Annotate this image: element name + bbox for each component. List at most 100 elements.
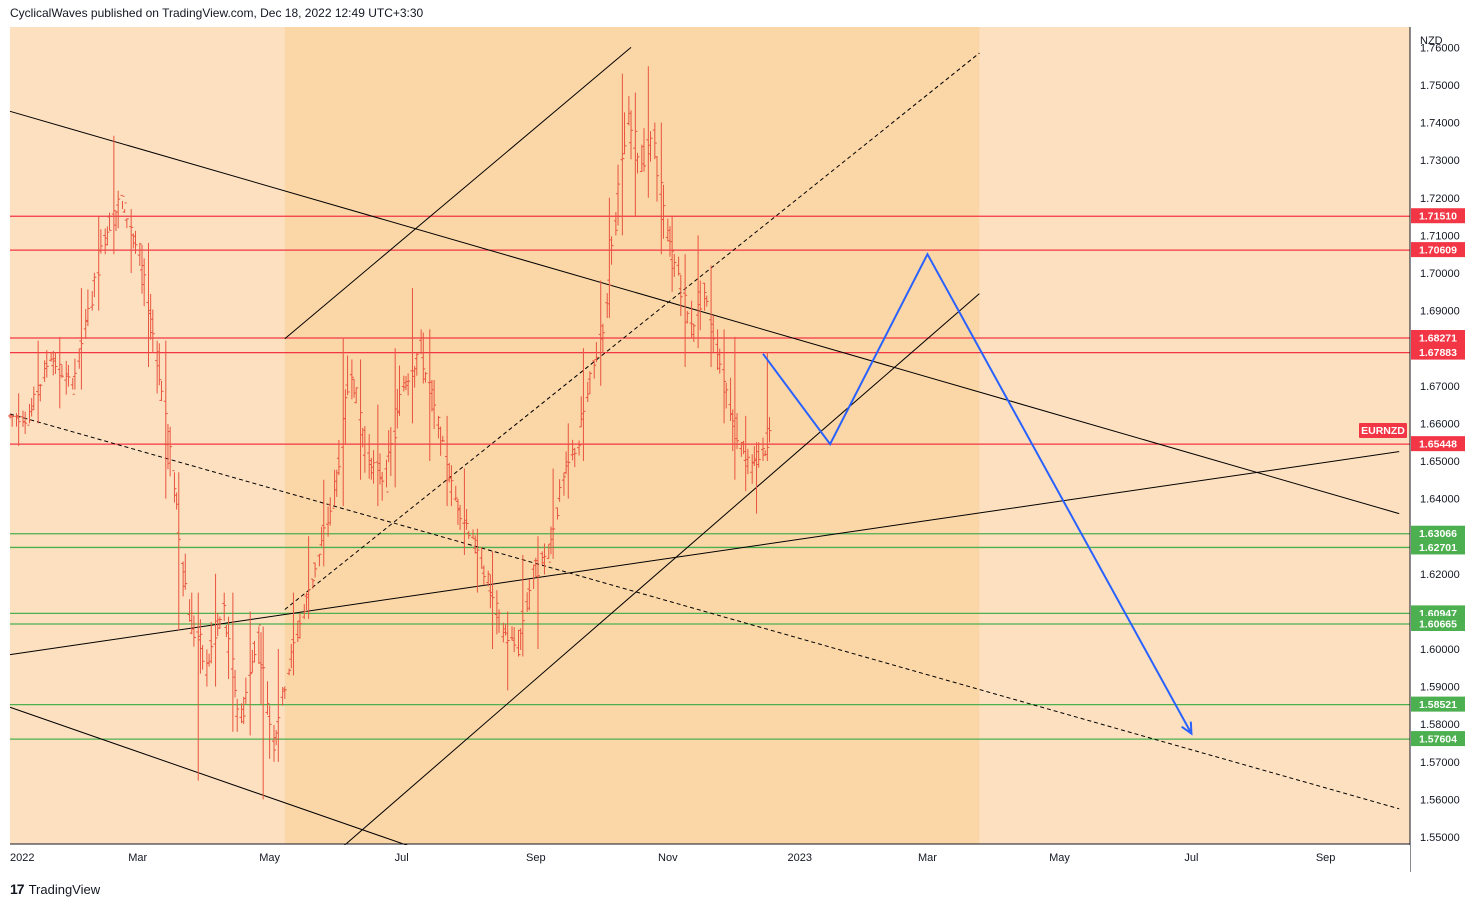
price-bar (271, 724, 276, 762)
price-bar (157, 343, 162, 386)
price-bar (453, 485, 458, 501)
x-tick-label: Jul (395, 852, 409, 864)
x-tick-label: Mar (128, 852, 147, 864)
price-bar (310, 578, 315, 589)
price-bar (23, 411, 28, 434)
currency-label: NZD (1420, 35, 1443, 47)
x-tick-label: 2022 (10, 852, 34, 864)
tradingview-footer[interactable]: 17 TradingView (10, 881, 100, 897)
price-bar (494, 590, 499, 635)
y-tick-label: 1.70000 (1420, 268, 1460, 280)
price-bar (616, 164, 621, 226)
price-bar (349, 359, 354, 400)
price-bar (414, 351, 419, 376)
y-tick-label: 1.65000 (1420, 456, 1460, 468)
price-bar (520, 555, 525, 657)
price-bar (436, 415, 441, 439)
price-bar (92, 272, 97, 298)
price-bar (607, 197, 612, 319)
price-bar (691, 323, 696, 342)
price-bar (38, 383, 43, 402)
price-bar (654, 156, 659, 202)
price-bar (406, 373, 411, 396)
trendline (336, 293, 980, 853)
symbol-badge-bg (1359, 423, 1407, 438)
price-bar (137, 242, 142, 266)
price-bar (176, 472, 181, 631)
support-level-label: 1.63066 (1419, 528, 1457, 540)
price-bar (287, 668, 292, 676)
price-bar (756, 442, 761, 468)
price-bar (27, 403, 32, 426)
price-bar (354, 387, 359, 404)
price-bar (362, 426, 367, 473)
price-bar (717, 348, 722, 374)
price-bar (96, 216, 101, 311)
price-bar (328, 497, 333, 526)
price-bar (600, 323, 605, 354)
x-tick-label: Mar (918, 852, 937, 864)
price-bar (516, 629, 521, 657)
price-bar (592, 360, 597, 379)
price-bar (345, 355, 350, 396)
price-bar (635, 152, 640, 174)
price-bar (226, 616, 231, 679)
price-bar (678, 274, 683, 317)
trendlines (9, 47, 1400, 855)
price-bar (343, 389, 348, 444)
price-bar (230, 592, 235, 732)
y-tick-label: 1.59000 (1420, 682, 1460, 694)
trendline (9, 413, 1400, 810)
price-bar (183, 553, 188, 590)
support-level-label: 1.58521 (1419, 699, 1457, 711)
price-bar (241, 696, 246, 725)
price-bar (8, 414, 12, 419)
price-bar (557, 479, 562, 502)
price-bar (122, 202, 127, 213)
y-tick-label: 1.56000 (1420, 794, 1460, 806)
trendline (284, 52, 980, 610)
price-bar (613, 212, 618, 236)
y-tick-label: 1.64000 (1420, 494, 1460, 506)
price-bar (440, 435, 445, 443)
publish-header: CyclicalWaves published on TradingView.c… (10, 6, 424, 20)
price-bar (150, 309, 155, 353)
price-bar (561, 472, 566, 496)
price-bar (384, 459, 389, 493)
price-bar (587, 371, 592, 395)
x-tick-label: Jul (1184, 852, 1198, 864)
price-bar (767, 417, 772, 443)
support-level-label: 1.62701 (1419, 542, 1457, 554)
price-bar (70, 377, 75, 395)
projection-arrowhead (1181, 721, 1193, 736)
x-tick-label: Sep (526, 852, 546, 864)
price-bar (432, 380, 437, 430)
x-axis-ticks: 2022 Mar May Jul Sep Nov 2023 Mar May Jul Sep (10, 852, 1335, 864)
support-level-label: 1.57604 (1419, 734, 1457, 746)
price-bar (53, 352, 58, 374)
price-bar (243, 677, 248, 705)
support-level-label-bg (1411, 731, 1465, 747)
price-bar (10, 415, 15, 427)
price-bar (256, 624, 261, 665)
price-bar (163, 340, 168, 499)
price-bar (66, 364, 71, 387)
price-bar (142, 258, 147, 307)
price-bar (458, 504, 463, 530)
price-bar (248, 611, 253, 736)
price-bar (702, 282, 707, 311)
price-bar (85, 289, 90, 327)
price-bar (685, 310, 690, 324)
y-tick-label: 1.75000 (1420, 80, 1460, 92)
price-bar (676, 256, 681, 276)
price-bar (486, 570, 491, 587)
x-tick-label: May (1049, 852, 1070, 864)
y-tick-label: 1.69000 (1420, 306, 1460, 318)
price-bar (44, 350, 49, 378)
price-bar (72, 358, 77, 390)
price-bar (581, 348, 586, 461)
price-bar (546, 543, 551, 563)
range-highlight (284, 27, 980, 844)
trendline (9, 451, 1400, 656)
